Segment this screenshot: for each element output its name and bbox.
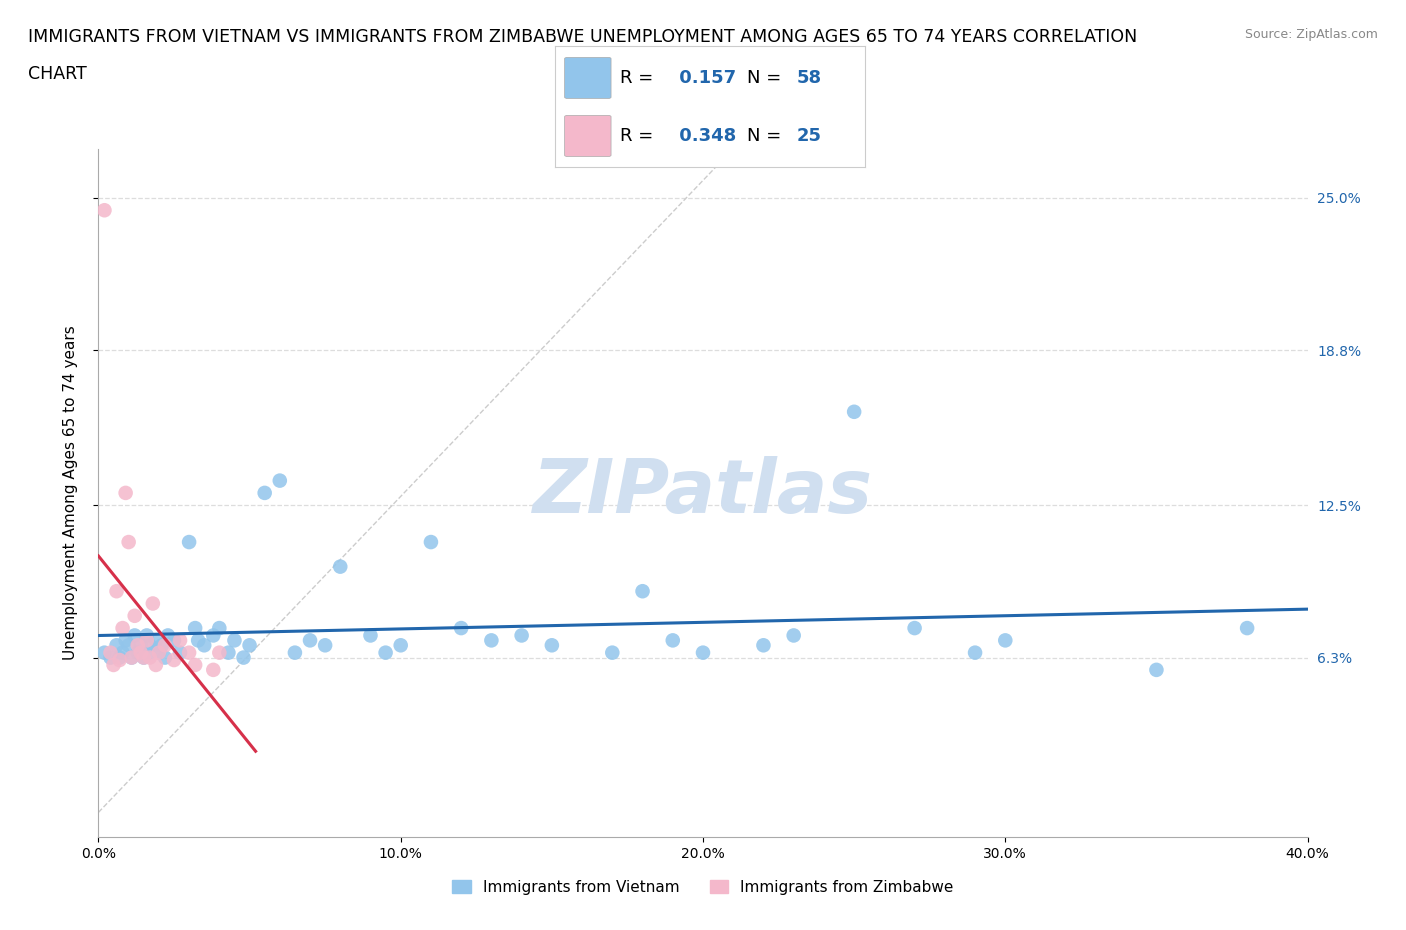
- Point: [148, 645, 170, 660]
- Point: [374, 645, 396, 660]
- Y-axis label: Unemployment Among Ages 65 to 74 years: Unemployment Among Ages 65 to 74 years: [63, 326, 77, 660]
- Point: [184, 620, 207, 635]
- Text: IMMIGRANTS FROM VIETNAM VS IMMIGRANTS FROM ZIMBABWE UNEMPLOYMENT AMONG AGES 65 T: IMMIGRANTS FROM VIETNAM VS IMMIGRANTS FR…: [28, 28, 1137, 46]
- Point: [1236, 620, 1258, 635]
- Point: [783, 628, 806, 643]
- Point: [232, 650, 254, 665]
- Point: [114, 633, 136, 648]
- Text: 0.348: 0.348: [673, 127, 737, 145]
- Point: [217, 645, 239, 660]
- Point: [631, 584, 654, 599]
- Point: [103, 658, 125, 672]
- Point: [105, 638, 128, 653]
- Point: [1144, 662, 1167, 677]
- Point: [132, 650, 155, 665]
- Point: [124, 628, 146, 643]
- Point: [904, 620, 927, 635]
- Point: [481, 633, 503, 648]
- Point: [121, 650, 143, 665]
- Point: [139, 650, 162, 665]
- Point: [111, 645, 134, 660]
- Point: [389, 638, 412, 653]
- Point: [100, 650, 122, 665]
- Point: [142, 645, 165, 660]
- Point: [139, 638, 162, 653]
- Point: [150, 638, 173, 653]
- Point: [224, 633, 246, 648]
- Point: [118, 535, 141, 550]
- Point: [105, 584, 128, 599]
- Text: 0.157: 0.157: [673, 69, 735, 86]
- Point: [179, 645, 201, 660]
- Point: [145, 633, 167, 648]
- Point: [153, 638, 176, 653]
- Text: ZIPatlas: ZIPatlas: [533, 457, 873, 529]
- Point: [752, 638, 775, 653]
- Point: [510, 628, 533, 643]
- Point: [163, 653, 186, 668]
- Point: [169, 633, 191, 648]
- Text: R =: R =: [620, 127, 654, 145]
- Point: [163, 633, 186, 648]
- Point: [142, 596, 165, 611]
- Point: [135, 633, 157, 648]
- Point: [169, 645, 191, 660]
- Point: [93, 645, 115, 660]
- Point: [187, 633, 209, 648]
- Point: [844, 405, 866, 419]
- Point: [299, 633, 322, 648]
- Point: [129, 638, 152, 653]
- Point: [202, 628, 225, 643]
- Text: N =: N =: [747, 127, 782, 145]
- Text: Source: ZipAtlas.com: Source: ZipAtlas.com: [1244, 28, 1378, 41]
- Point: [965, 645, 987, 660]
- Point: [108, 653, 131, 668]
- Point: [118, 638, 141, 653]
- Point: [135, 628, 157, 643]
- Point: [661, 633, 683, 648]
- Point: [132, 650, 155, 665]
- FancyBboxPatch shape: [565, 115, 612, 156]
- Point: [111, 620, 134, 635]
- Point: [127, 645, 149, 660]
- Point: [692, 645, 714, 660]
- Point: [93, 203, 115, 218]
- Point: [108, 650, 131, 665]
- Point: [145, 658, 167, 672]
- Point: [114, 485, 136, 500]
- Point: [153, 650, 176, 665]
- Point: [184, 658, 207, 672]
- Point: [124, 608, 146, 623]
- Point: [994, 633, 1017, 648]
- Text: CHART: CHART: [28, 65, 87, 83]
- Point: [127, 638, 149, 653]
- Point: [121, 650, 143, 665]
- Text: R =: R =: [620, 69, 654, 86]
- Point: [360, 628, 382, 643]
- Point: [450, 620, 472, 635]
- Point: [202, 662, 225, 677]
- Point: [284, 645, 307, 660]
- Point: [269, 473, 291, 488]
- FancyBboxPatch shape: [565, 58, 612, 99]
- Point: [129, 645, 152, 660]
- Point: [156, 628, 179, 643]
- Point: [253, 485, 276, 500]
- Point: [148, 645, 170, 660]
- Text: 25: 25: [797, 127, 821, 145]
- Point: [193, 638, 215, 653]
- Point: [208, 645, 231, 660]
- Legend: Immigrants from Vietnam, Immigrants from Zimbabwe: Immigrants from Vietnam, Immigrants from…: [453, 880, 953, 895]
- Point: [329, 559, 352, 574]
- Point: [179, 535, 201, 550]
- Point: [239, 638, 262, 653]
- Point: [208, 620, 231, 635]
- Point: [540, 638, 562, 653]
- Point: [420, 535, 443, 550]
- Text: 58: 58: [797, 69, 821, 86]
- Point: [602, 645, 624, 660]
- Point: [314, 638, 336, 653]
- Text: N =: N =: [747, 69, 782, 86]
- Point: [100, 645, 122, 660]
